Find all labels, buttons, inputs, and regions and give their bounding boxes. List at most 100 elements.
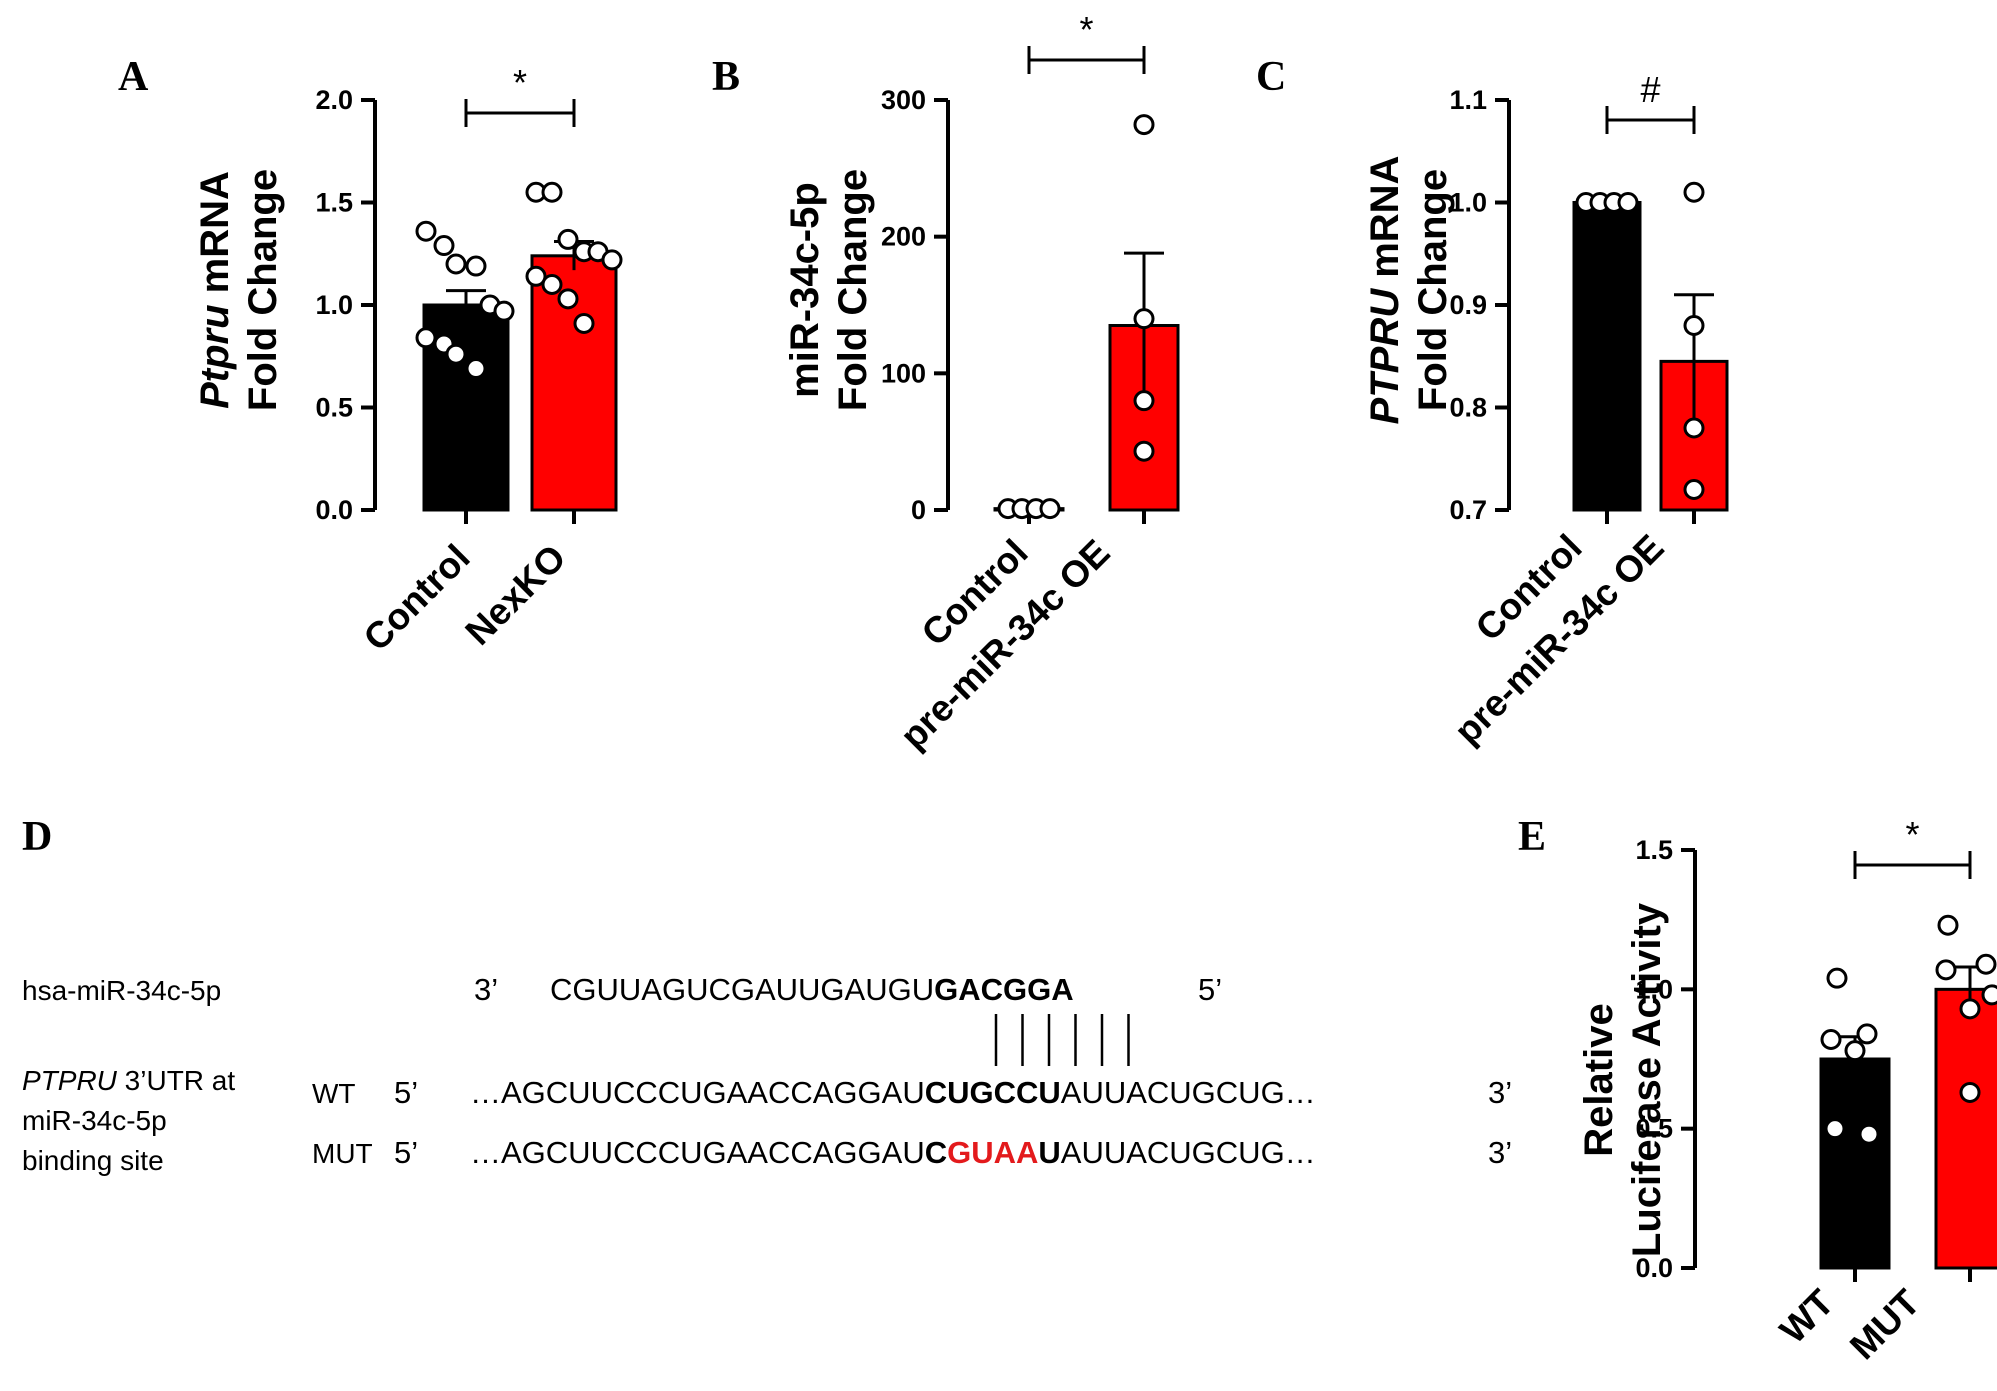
y-tick-label-a: 1.5: [315, 188, 353, 218]
target-label-line2: miR-34c-5p: [22, 1105, 167, 1136]
y-axis-label-c-line1: PTPRU mRNA: [1363, 156, 1407, 425]
mirna-name-label: hsa-miR-34c-5p: [22, 975, 221, 1006]
wt-3prime: 3’: [1488, 1075, 1512, 1110]
y-tick-label-a: 1.0: [315, 290, 353, 320]
y-axis-label-e: Relative Luciferase Activity: [1577, 902, 1669, 1257]
data-point-b: [1133, 114, 1155, 136]
mut-3prime: 3’: [1488, 1135, 1512, 1170]
bar-a-control: [422, 303, 510, 512]
data-point-a: [445, 343, 467, 365]
y-axis-label-a-line1: Ptpru mRNA: [193, 171, 237, 409]
mut-5prime: 5’: [394, 1135, 418, 1170]
data-point-e: [1959, 998, 1981, 1020]
mirna-sequence: CGUUAGUCGAUUGAUGUGACGGA: [550, 972, 1074, 1007]
target-label-italic: PTPRU: [22, 1065, 118, 1096]
significance-marker-e: *: [1905, 814, 1919, 855]
y-tick-label-a: 0.0: [315, 495, 353, 525]
y-axis-label-c: PTPRU mRNA Fold Change: [1363, 156, 1455, 425]
y-axis-label-a-italic: Ptpru: [193, 304, 237, 408]
panel-label-b: B: [712, 54, 740, 100]
y-axis-label-b-line2: Fold Change: [831, 169, 875, 411]
y-tick-label-a: 0.5: [315, 393, 353, 423]
y-tick-label-e: 1.0: [1635, 974, 1673, 1004]
bar-c-control: [1572, 201, 1642, 512]
y-axis-label-a: Ptpru mRNA Fold Change: [193, 169, 285, 411]
data-point-a: [541, 274, 563, 295]
wt-5prime: 5’: [394, 1075, 418, 1110]
wt-label: WT: [312, 1078, 356, 1109]
mut-seq-bold2: U: [1038, 1135, 1060, 1170]
data-point-e: [1937, 914, 1959, 936]
data-point-a: [493, 300, 515, 322]
data-point-a: [557, 228, 579, 250]
data-point-e: [1975, 953, 1997, 975]
mut-label: MUT: [312, 1138, 373, 1169]
y-tick-label-a: 2.0: [315, 85, 353, 115]
y-tick-label-c: 1.1: [1449, 85, 1487, 115]
y-tick-label-c: 0.9: [1449, 290, 1487, 320]
panel-label-d: D: [22, 814, 52, 860]
data-point-e: [1935, 959, 1957, 981]
y-axis-label-a-rest: mRNA: [193, 171, 237, 304]
x-tick-label-e: WT: [1772, 1281, 1842, 1351]
target-label-line1: PTPRU 3’UTR at: [22, 1065, 235, 1096]
data-point-b: [1133, 390, 1155, 412]
data-point-c: [1683, 181, 1705, 203]
mirna-3prime: 3’: [474, 972, 498, 1007]
x-tick-label-a: NexKO: [457, 537, 573, 653]
mut-seq-pre: …AGCUUCCCUGAACCAGGAU: [470, 1135, 925, 1170]
significance-marker-c: #: [1640, 69, 1660, 110]
data-point-e: [1959, 1081, 1981, 1103]
y-tick-label-c: 1.0: [1449, 188, 1487, 218]
data-point-a: [525, 265, 547, 287]
y-axis-label-c-italic: PTPRU: [1363, 288, 1407, 425]
wt-seq-post: AUUACUGCUG…: [1061, 1075, 1316, 1110]
data-point-a: [415, 220, 437, 242]
data-point-e: [1844, 1040, 1866, 1062]
target-label-line3: binding site: [22, 1145, 164, 1176]
wt-seq-bold: CUGCCU: [925, 1075, 1061, 1110]
y-tick-label-b: 0: [911, 495, 926, 525]
data-point-e: [1826, 967, 1848, 989]
y-tick-label-b: 300: [881, 85, 926, 115]
y-tick-label-e: 0.0: [1635, 1253, 1673, 1283]
data-point-e: [1856, 1023, 1878, 1045]
data-point-c: [1683, 417, 1705, 439]
y-tick-label-b: 100: [881, 358, 926, 388]
target-label-rest: 3’UTR at: [117, 1065, 235, 1096]
data-point-a: [541, 181, 563, 203]
y-axis-label-e-line2: Luciferase Activity: [1625, 902, 1669, 1257]
data-point-a: [465, 255, 487, 277]
data-point-c: [1683, 315, 1705, 336]
panel-label-c: C: [1256, 54, 1286, 100]
y-axis-label-c-line2: Fold Change: [1411, 169, 1455, 411]
data-point-a: [573, 312, 595, 334]
x-tick-label-a: Control: [356, 537, 478, 659]
mut-sequence: …AGCUUCCCUGAACCAGGAUCGUAAUAUUACUGCUG…: [470, 1135, 1316, 1170]
mirna-5prime: 5’: [1198, 972, 1222, 1007]
y-tick-label-e: 1.5: [1635, 835, 1673, 865]
data-point-b: [1133, 440, 1155, 462]
bar-e-wt: [1819, 1057, 1891, 1270]
mirna-seed-bold: GACGGA: [934, 972, 1074, 1007]
mut-seq-bold1: C: [925, 1135, 947, 1170]
chart-panel-e: 0.0 0.5 1.0 1.5 WT MUT *: [1635, 814, 1997, 1367]
data-point-e: [1981, 984, 1997, 1006]
y-axis-label-a-line2: Fold Change: [241, 169, 285, 411]
data-point-e: [1820, 1028, 1842, 1050]
sequence-alignment-panel: hsa-miR-34c-5p 3’ CGUUAGUCGAUUGAUGUGACGG…: [22, 972, 1512, 1176]
panel-label-e: E: [1518, 814, 1546, 860]
data-point-a: [415, 327, 437, 349]
data-point-c: [1617, 192, 1639, 213]
y-axis-label-e-line1: Relative: [1577, 1003, 1621, 1156]
significance-marker-b: *: [1079, 9, 1093, 50]
y-axis-label-c-rest: mRNA: [1363, 156, 1407, 289]
data-point-a: [445, 253, 467, 275]
data-point-c: [1683, 479, 1705, 500]
data-point-b: [1039, 498, 1061, 520]
y-axis-label-b: miR-34c-5p Fold Change: [783, 169, 875, 411]
significance-marker-a: *: [513, 62, 527, 103]
